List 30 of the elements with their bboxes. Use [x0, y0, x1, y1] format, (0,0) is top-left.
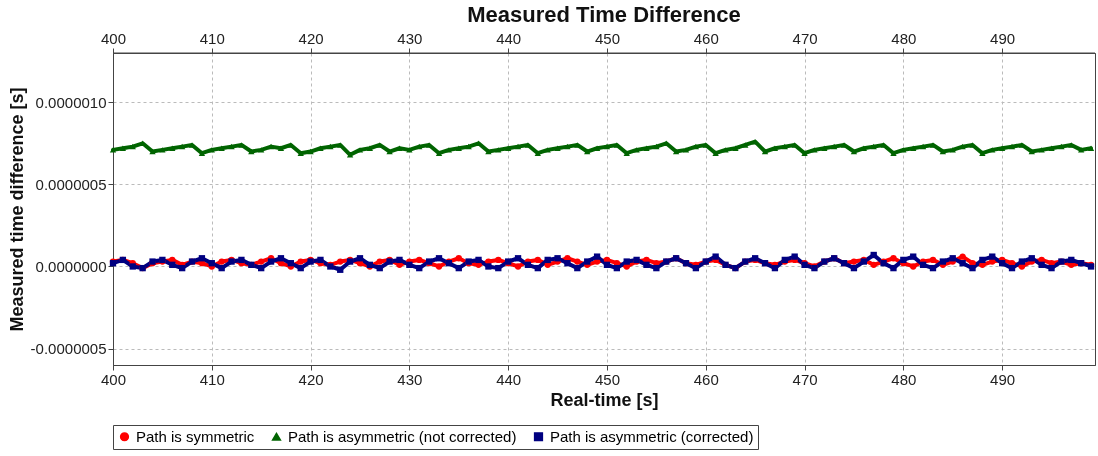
legend-label: Path is symmetric: [136, 427, 255, 445]
x-tick-label: 490: [990, 370, 1016, 388]
x-tick-label: 430: [397, 370, 423, 388]
x2-tick-label: 400: [100, 29, 127, 47]
chart-title: Measured Time Difference: [467, 2, 741, 27]
x-tick-label: 470: [792, 370, 818, 388]
x-tick-label: 420: [298, 370, 324, 388]
x2-tick-label: 410: [199, 29, 225, 47]
x-axis-title: Real-time [s]: [550, 389, 659, 410]
x-tick-label: 480: [891, 370, 917, 388]
y-tick-label: 0.0000010: [35, 93, 107, 111]
x2-tick-label: 430: [397, 29, 423, 47]
x2-tick-label: 420: [298, 29, 324, 47]
legend-label: Path is asymmetric (not corrected): [288, 427, 517, 445]
x-tick-label: 440: [496, 370, 522, 388]
x-tick-label: 450: [594, 370, 620, 388]
y-tick-label: 0.0000000: [35, 257, 107, 275]
legend-label: Path is asymmetric (corrected): [550, 427, 754, 445]
x2-tick-label: 460: [693, 29, 719, 47]
x2-tick-label: 490: [990, 29, 1016, 47]
x-tick-label: 400: [100, 370, 127, 388]
x2-tick-label: 480: [891, 29, 917, 47]
y-tick-label: -0.0000005: [30, 340, 107, 358]
x-tick-label: 460: [693, 370, 719, 388]
x2-tick-label: 450: [594, 29, 620, 47]
x2-tick-label: 470: [792, 29, 818, 47]
x-tick-label: 410: [199, 370, 225, 388]
y-tick-label: 0.0000005: [35, 175, 107, 193]
x2-tick-label: 440: [496, 29, 522, 47]
y-axis-title: Measured time difference [s]: [6, 87, 27, 332]
